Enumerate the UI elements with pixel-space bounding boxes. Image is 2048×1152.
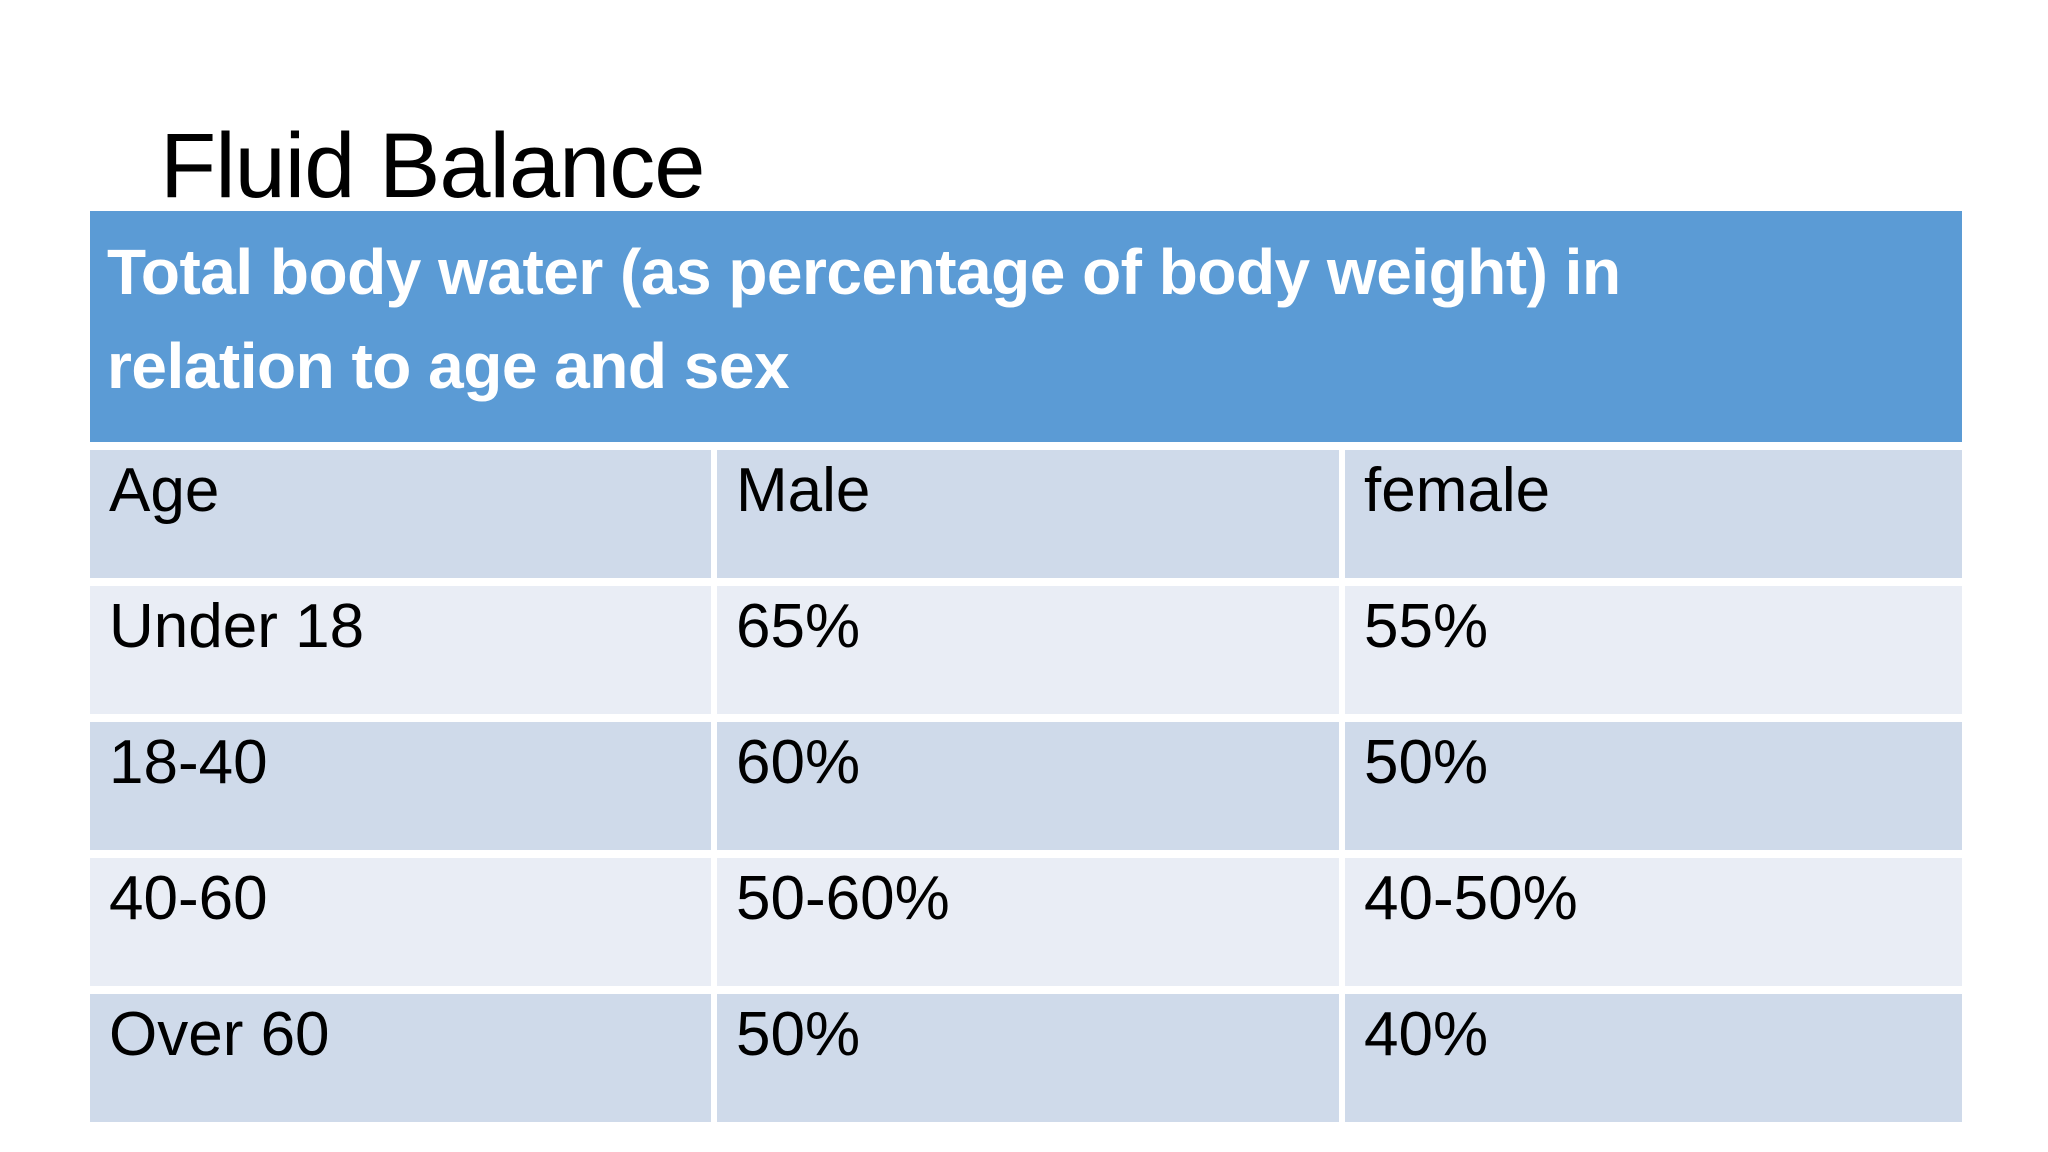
- table-cell-female-18-40: 50%: [1345, 722, 1962, 850]
- table-cell-age-40-60: 40-60: [90, 858, 711, 986]
- body-water-table: Total body water (as percentage of body …: [90, 211, 1962, 1122]
- column-header-male: Male: [717, 450, 1339, 578]
- table-cell-age-over-60: Over 60: [90, 994, 711, 1122]
- table-cell-male-under-18: 65%: [717, 586, 1339, 714]
- table-cell-age-18-40: 18-40: [90, 722, 711, 850]
- table-cell-female-over-60: 40%: [1345, 994, 1962, 1122]
- column-header-age: Age: [90, 450, 711, 578]
- table-cell-age-under-18: Under 18: [90, 586, 711, 714]
- table-caption-line-2: relation to age and sex: [107, 330, 790, 402]
- table-cell-male-40-60: 50-60%: [717, 858, 1339, 986]
- table-caption: Total body water (as percentage of body …: [90, 211, 1962, 442]
- table-cell-male-over-60: 50%: [717, 994, 1339, 1122]
- slide-title: Fluid Balance: [160, 115, 705, 217]
- table-caption-line-1: Total body water (as percentage of body …: [107, 236, 1621, 308]
- table-cell-female-40-60: 40-50%: [1345, 858, 1962, 986]
- table-cell-female-under-18: 55%: [1345, 586, 1962, 714]
- column-header-female: female: [1345, 450, 1962, 578]
- table-cell-male-18-40: 60%: [717, 722, 1339, 850]
